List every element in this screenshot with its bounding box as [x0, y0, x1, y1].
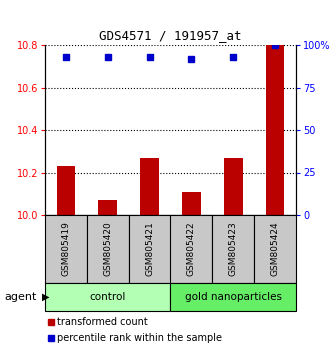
Text: GSM805422: GSM805422: [187, 222, 196, 276]
Bar: [224, 158, 243, 215]
Bar: [129, 215, 170, 283]
Bar: [170, 283, 296, 311]
Text: GSM805419: GSM805419: [62, 222, 71, 276]
Text: ▶: ▶: [42, 292, 49, 302]
Bar: [182, 192, 201, 215]
Bar: [98, 200, 117, 215]
Bar: [45, 215, 87, 283]
Text: GSM805424: GSM805424: [270, 222, 280, 276]
Text: transformed count: transformed count: [57, 316, 148, 327]
Text: gold nanoparticles: gold nanoparticles: [185, 292, 282, 302]
Bar: [254, 215, 296, 283]
Text: percentile rank within the sample: percentile rank within the sample: [57, 333, 222, 343]
Bar: [57, 166, 75, 215]
Bar: [212, 215, 254, 283]
Title: GDS4571 / 191957_at: GDS4571 / 191957_at: [99, 29, 242, 42]
Text: agent: agent: [4, 292, 37, 302]
Text: GSM805421: GSM805421: [145, 222, 154, 276]
Text: control: control: [90, 292, 126, 302]
Bar: [170, 215, 212, 283]
Bar: [87, 215, 129, 283]
Bar: [45, 283, 170, 311]
Bar: [266, 45, 285, 215]
Bar: [140, 158, 159, 215]
Text: GSM805423: GSM805423: [229, 222, 238, 276]
Text: GSM805420: GSM805420: [103, 222, 112, 276]
